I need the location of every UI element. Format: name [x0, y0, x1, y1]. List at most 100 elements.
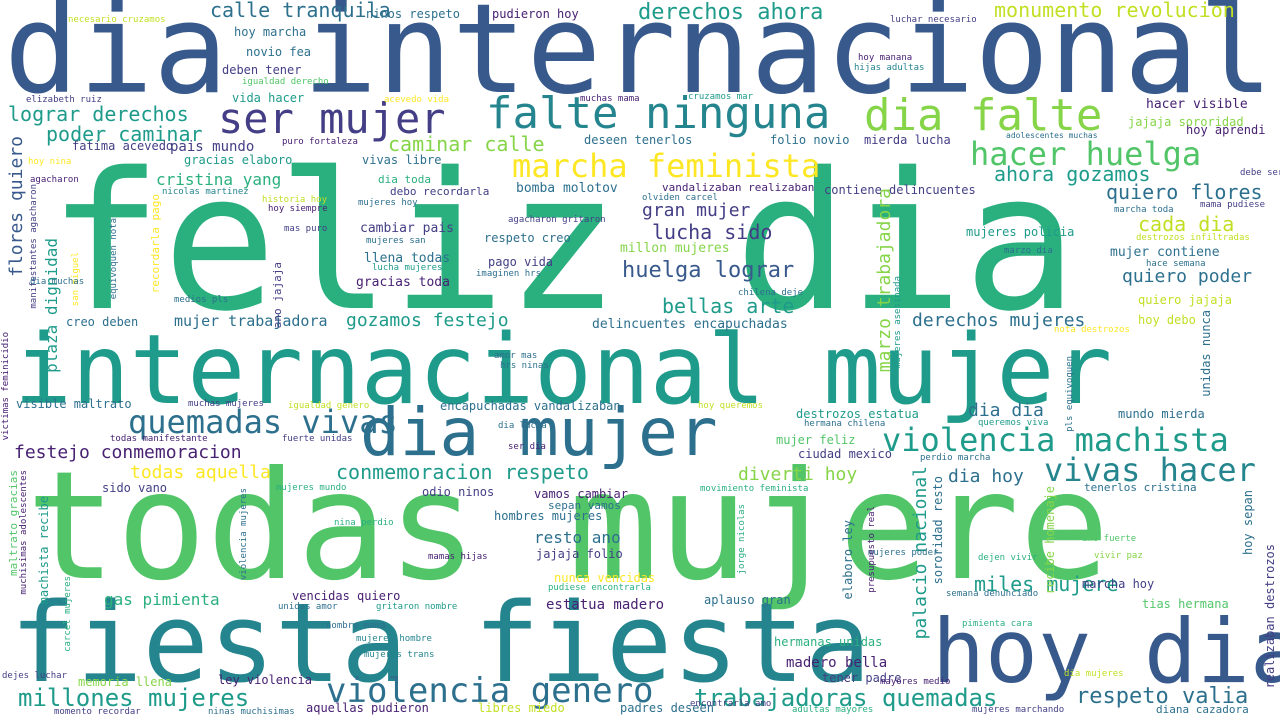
- word: dia falte: [864, 90, 1103, 141]
- word: calle tranquila: [210, 0, 391, 22]
- word: marcha hoy: [1082, 577, 1155, 591]
- word: vencidas quiero: [292, 589, 401, 603]
- word: olviden carcel: [642, 193, 718, 203]
- word: vamos cambiar: [534, 487, 628, 501]
- word: mujeres asesinada: [893, 276, 903, 369]
- word: nicolas martinez: [162, 187, 249, 197]
- word: nota destrozos: [1054, 325, 1130, 335]
- word: hrs ninas: [500, 361, 549, 371]
- word: fuerte unidas: [282, 434, 353, 444]
- word: estatua madero: [546, 597, 665, 613]
- word: visible maltrato: [16, 397, 132, 411]
- word: millones mujeres: [18, 684, 250, 712]
- word: sororidad resto: [931, 476, 945, 585]
- word: caminar calle: [388, 132, 545, 156]
- word: vivas hacer: [1044, 451, 1256, 489]
- word: hoy siempre: [268, 204, 328, 214]
- word: amo fuerte: [1082, 534, 1137, 544]
- word: todas manifestante: [110, 434, 208, 444]
- word: hermanas unidas: [774, 635, 883, 649]
- word: vivir paz: [1094, 551, 1143, 561]
- word: pago vida: [488, 255, 554, 269]
- word: hoy queremos: [698, 401, 764, 411]
- word: mujeres policia: [966, 225, 1075, 239]
- word: pimienta cara: [962, 619, 1033, 629]
- word: delincuentes encapuchadas: [592, 317, 788, 332]
- word: cristina yang: [156, 170, 282, 189]
- word: ano jajaja: [271, 262, 284, 329]
- word: dia dia: [968, 400, 1044, 421]
- word: tener padre: [822, 671, 902, 685]
- word: manifestantes agacharon: [29, 184, 39, 309]
- word: unidas nunca: [1199, 310, 1213, 397]
- word: internacional mujer: [14, 314, 1113, 426]
- word: tenerlos cristina: [1084, 481, 1197, 494]
- word: lucha sido: [652, 220, 773, 244]
- word: mujer trabajadora: [174, 312, 328, 330]
- word: nina perdio: [334, 518, 394, 528]
- word: vandalizaban realizaban: [662, 181, 815, 194]
- word: medios pls: [174, 295, 229, 305]
- word: pais mundo: [170, 139, 255, 155]
- word: destrozos estatua: [796, 407, 919, 421]
- word: mierda lucha: [864, 133, 951, 147]
- word: trabajadoras quemadas: [694, 684, 998, 712]
- word: respeto valia: [1076, 684, 1249, 709]
- word: encapuchadas vandalizaban: [440, 399, 621, 413]
- word: derechos ahora: [638, 0, 824, 25]
- word: mayores medio: [880, 677, 951, 687]
- word: llena todas: [364, 251, 451, 266]
- word: mujeres hombre: [356, 634, 432, 644]
- word: destrozos infiltradas: [1136, 233, 1250, 243]
- word: imaginen hrs: [476, 269, 542, 279]
- word: todas aquella: [130, 462, 271, 483]
- word: sido vano: [102, 481, 168, 495]
- word: hoy sepan: [1241, 490, 1255, 556]
- word: mujeres san: [366, 236, 426, 246]
- word: vivas libre: [362, 153, 442, 167]
- word: elizabeth ruiz: [26, 95, 102, 105]
- word: cruzamos mar: [688, 92, 754, 102]
- word: todas mujere: [26, 440, 1110, 614]
- word: muchisimas adolescentes: [19, 470, 29, 595]
- word: libres miedo: [478, 701, 565, 715]
- word: tias hermana: [1142, 597, 1229, 611]
- word: deseen tenerlos: [584, 133, 693, 147]
- word: hijas adultas: [854, 63, 925, 73]
- word: adultas mayores: [792, 705, 874, 715]
- word: nunca vencidas: [554, 571, 656, 585]
- word: semana denunciado: [946, 589, 1039, 599]
- word: violencia genero: [326, 671, 654, 711]
- word: mundo mierda: [1118, 407, 1205, 421]
- word: diverti hoy: [738, 464, 858, 485]
- word: movimiento feminista: [700, 484, 809, 494]
- word: monumento revolucion: [994, 0, 1235, 22]
- word: dia mujeres: [1064, 669, 1124, 679]
- word: ahora gozamos: [994, 162, 1151, 186]
- word: hoy debo: [1138, 313, 1196, 327]
- word: folio novio: [770, 133, 850, 147]
- word: nombre mama: [326, 621, 386, 631]
- word: muchas mama: [580, 94, 640, 104]
- word: hombres mujeres: [494, 509, 603, 523]
- word: hoy dia: [932, 600, 1280, 703]
- word: dia internacional: [4, 0, 1274, 122]
- word: diana cazadora: [1156, 703, 1249, 716]
- word: fatima acevedo: [72, 139, 174, 153]
- word: hermana chilena: [804, 419, 886, 429]
- word: maltrato gracias: [7, 470, 20, 576]
- word: hoy nina: [28, 157, 72, 167]
- word: aquellas pudieron: [306, 701, 429, 715]
- word: hacer huelga: [970, 135, 1202, 173]
- word: hoy marcha: [234, 25, 307, 39]
- word: marzo trabajadora: [874, 188, 895, 373]
- word: agacharon gritaron: [508, 215, 606, 225]
- word: muchas mujeres: [188, 399, 264, 409]
- word: ninas muchisimas: [208, 707, 295, 717]
- word: encontrarla amo: [690, 699, 772, 709]
- word: amor mas: [494, 351, 538, 361]
- word: gozamos festejo: [346, 310, 509, 331]
- word: victimas feminicidio: [1, 332, 11, 441]
- word: luchar necesario: [890, 15, 977, 25]
